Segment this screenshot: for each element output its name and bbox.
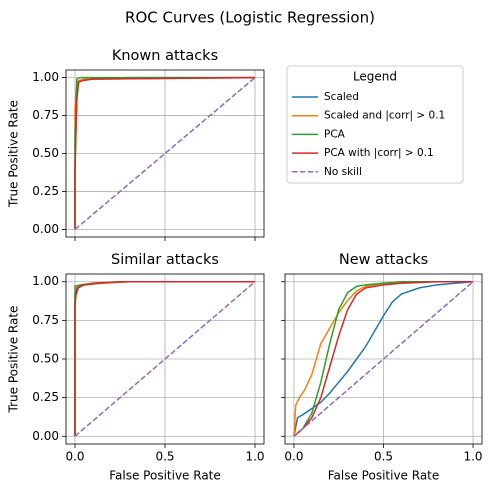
legend-title: Legend (353, 70, 397, 84)
x-axis-label: False Positive Rate (109, 469, 221, 483)
legend-label: Scaled (324, 91, 359, 103)
roc-line (74, 76, 256, 230)
legend-label: PCA with |corr| > 0.1 (324, 147, 434, 159)
y-tick-label: 0.25 (32, 390, 59, 404)
y-tick-label: 0.50 (32, 146, 59, 160)
legend-label: No skill (324, 166, 362, 178)
legend-label: Scaled and |corr| > 0.1 (324, 110, 445, 122)
figure-title: ROC Curves (Logistic Regression) (125, 9, 375, 27)
y-tick-label: 0.50 (32, 352, 59, 366)
axes-title: Known attacks (112, 48, 218, 64)
y-tick-label: 0.00 (32, 429, 59, 443)
roc-line (293, 280, 474, 437)
x-tick-label: 0.5 (155, 450, 174, 464)
y-tick-label: 0.75 (32, 313, 59, 327)
y-tick-label: 1.00 (32, 274, 59, 288)
y-axis-label: True Positive Rate (7, 100, 21, 208)
roc-line (293, 280, 474, 437)
axes-frame (65, 69, 265, 238)
legend: Legend Scaled Scaled and |corr| > 0.1 PCA PC… (286, 65, 464, 184)
x-tick-label: 0.5 (374, 450, 393, 464)
axes-frame (284, 273, 483, 445)
x-tick-label: 1.0 (463, 450, 482, 464)
x-tick-label: 0.0 (284, 450, 303, 464)
axes-title: New attacks (339, 252, 428, 268)
x-axis-label: False Positive Rate (328, 469, 440, 483)
y-tick-label: 1.00 (32, 70, 59, 84)
x-tick-label: 0.0 (65, 450, 84, 464)
y-axis-label: True Positive Rate (7, 306, 21, 414)
roc-line (293, 280, 474, 437)
axes-title: Similar attacks (111, 252, 219, 268)
y-tick-label: 0.00 (32, 222, 59, 236)
y-tick-label: 0.25 (32, 184, 59, 198)
axes-frame (65, 273, 265, 445)
legend-frame (286, 65, 464, 184)
y-tick-label: 0.75 (32, 108, 59, 122)
roc-line (74, 281, 256, 437)
roc-line (74, 280, 255, 437)
x-tick-label: 1.0 (245, 450, 264, 464)
legend-label: PCA (324, 128, 346, 140)
